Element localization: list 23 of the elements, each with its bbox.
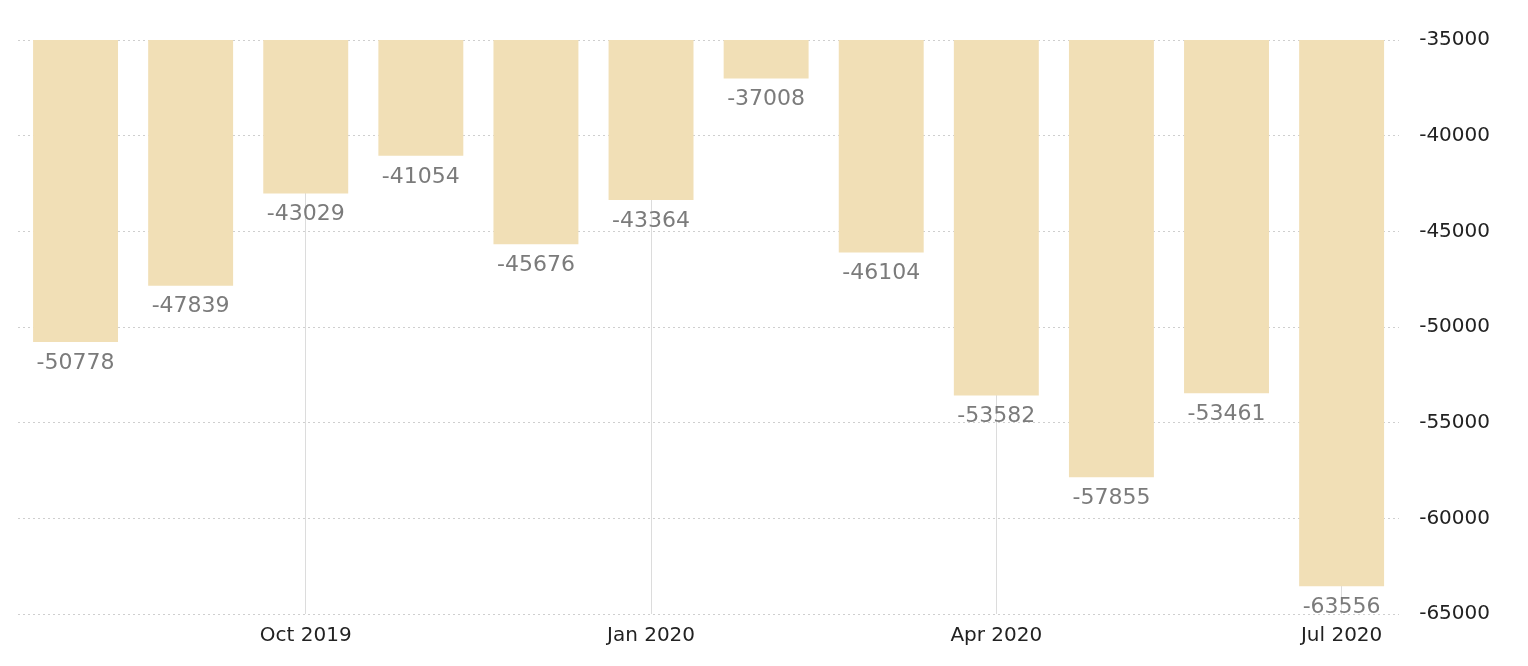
data-label: -57855 (1072, 484, 1151, 510)
data-label: -46104 (842, 259, 921, 285)
data-label: -43364 (612, 206, 690, 232)
data-label: -41054 (381, 162, 460, 188)
data-label: -50778 (36, 348, 115, 374)
y-tick-label: -35000 (1419, 26, 1490, 51)
data-label: -43029 (266, 200, 345, 226)
y-tick-label: -55000 (1419, 408, 1490, 433)
data-label: -53582 (957, 402, 1036, 428)
data-label: -53461 (1187, 399, 1266, 425)
y-tick-label: -50000 (1419, 313, 1490, 338)
data-label: -63556 (1302, 593, 1381, 619)
y-tick-label: -40000 (1419, 121, 1490, 146)
data-label: -37008 (727, 85, 806, 111)
y-tick-label: -60000 (1419, 504, 1490, 529)
y-tick-label: -45000 (1419, 217, 1490, 242)
data-label: -45676 (496, 250, 575, 276)
x-tick-label: Oct 2019 (259, 622, 352, 647)
data-label: -47839 (151, 292, 230, 318)
x-tick-label: Apr 2020 (950, 622, 1043, 647)
x-tick-label: Jul 2020 (1298, 622, 1383, 647)
x-tick-label: Jan 2020 (604, 622, 696, 647)
y-tick-label: -65000 (1419, 600, 1490, 625)
